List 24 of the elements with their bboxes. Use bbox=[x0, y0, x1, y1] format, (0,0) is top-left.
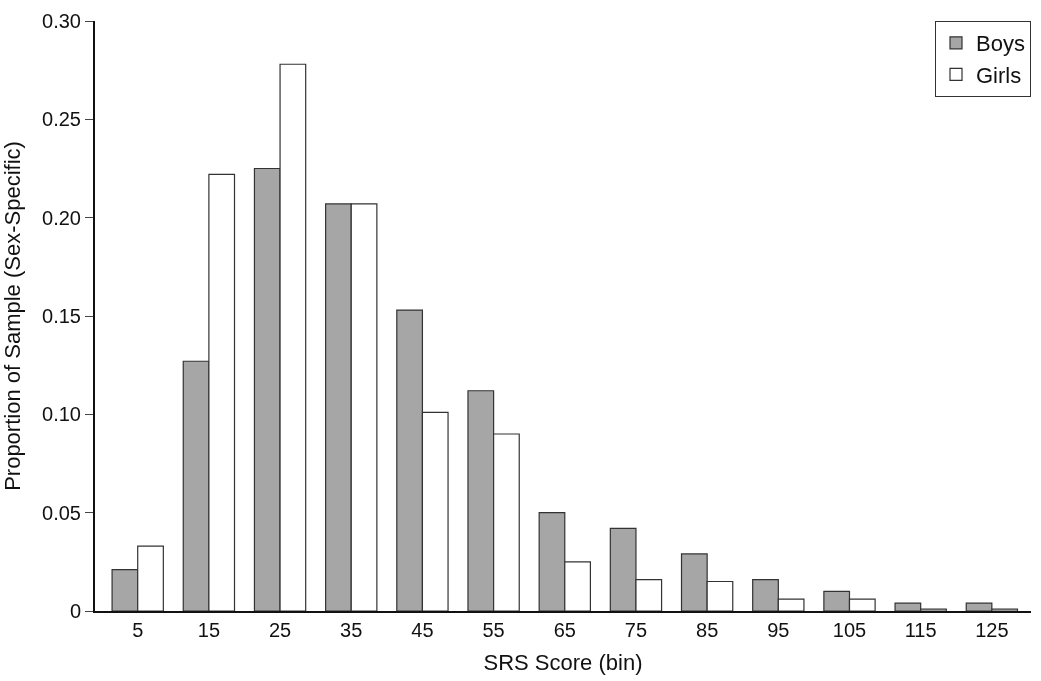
x-tick-label: 65 bbox=[553, 619, 576, 641]
x-tick-label: 95 bbox=[767, 619, 790, 641]
y-tick-label: 0.30 bbox=[42, 10, 81, 32]
y-tick-label: 0.05 bbox=[42, 501, 81, 524]
y-tick-label: 0 bbox=[69, 600, 81, 622]
legend-label: Boys bbox=[976, 31, 1025, 57]
x-tick-label: 105 bbox=[832, 619, 867, 641]
x-tick-label: 115 bbox=[904, 619, 937, 641]
x-tick-label: 5 bbox=[132, 619, 144, 641]
legend-label: Girls bbox=[976, 62, 1022, 88]
y-tick-label: 0.10 bbox=[42, 403, 81, 426]
x-tick-label: 35 bbox=[340, 619, 363, 641]
x-tick-label: 55 bbox=[482, 619, 505, 641]
y-tick-label: 0.25 bbox=[42, 108, 81, 131]
x-tick-label: 125 bbox=[975, 619, 1009, 641]
x-tick-label: 25 bbox=[268, 619, 292, 641]
x-axis-title: SRS Score (bin) bbox=[483, 650, 643, 676]
y-axis-title: Proportion of Sample (Sex-Specific) bbox=[0, 141, 26, 491]
y-tick-label: 0.20 bbox=[42, 206, 81, 229]
y-tick-label: 0.15 bbox=[42, 305, 81, 327]
x-tick-label: 75 bbox=[624, 619, 648, 641]
x-tick-label: 15 bbox=[197, 619, 221, 641]
x-tick-label: 85 bbox=[696, 619, 719, 641]
x-tick-label: 45 bbox=[411, 619, 434, 641]
